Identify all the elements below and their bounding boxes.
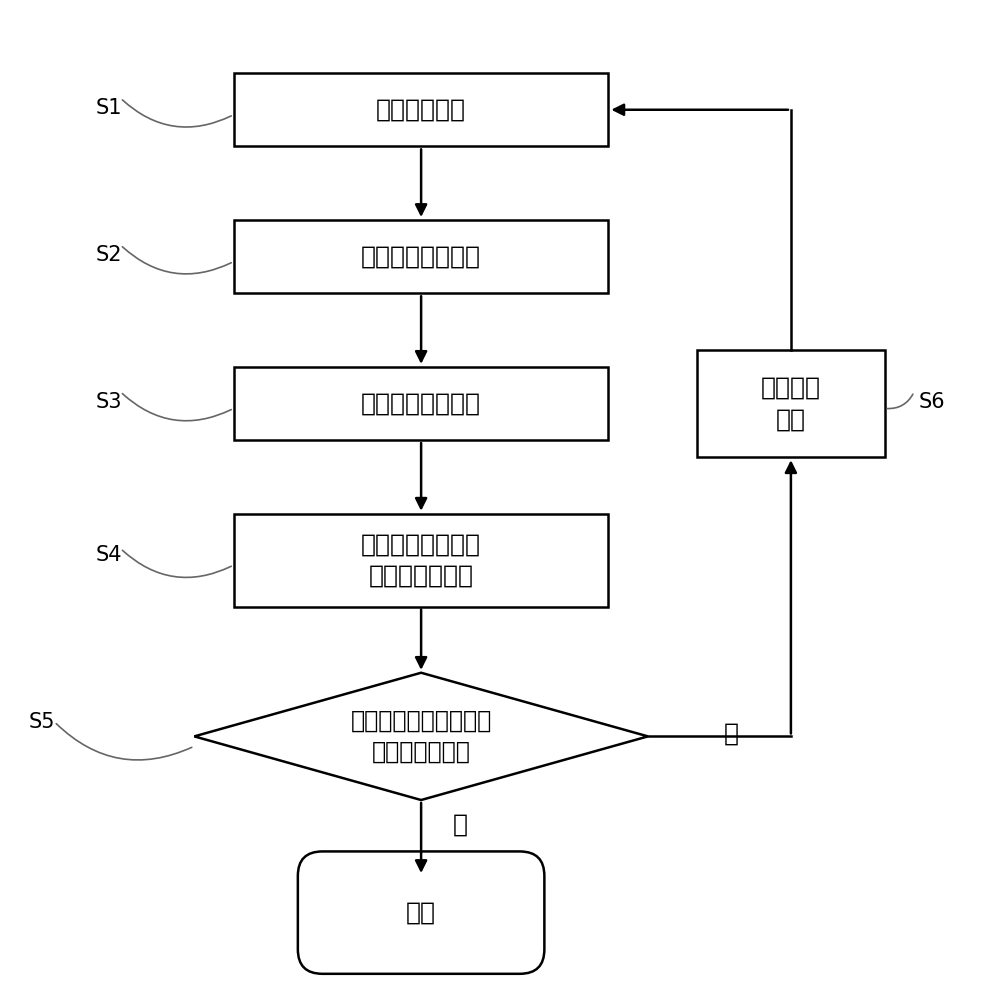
Text: 计算得到自由曲面: 计算得到自由曲面 bbox=[361, 391, 481, 415]
Text: S3: S3 bbox=[96, 391, 122, 411]
Text: 填充曲面形成二次
光学反射镜模型: 填充曲面形成二次 光学反射镜模型 bbox=[361, 532, 481, 588]
Text: S1: S1 bbox=[96, 97, 122, 118]
Text: S6: S6 bbox=[919, 391, 946, 411]
Text: 划分被照射面网格: 划分被照射面网格 bbox=[361, 244, 481, 269]
FancyBboxPatch shape bbox=[234, 513, 608, 607]
Text: 调整网格
参数: 调整网格 参数 bbox=[761, 375, 821, 431]
Text: 结束: 结束 bbox=[406, 901, 436, 924]
Text: S2: S2 bbox=[96, 244, 122, 265]
FancyBboxPatch shape bbox=[234, 366, 608, 440]
FancyBboxPatch shape bbox=[298, 851, 544, 974]
FancyBboxPatch shape bbox=[234, 73, 608, 147]
Text: 划分光源网格: 划分光源网格 bbox=[376, 97, 466, 122]
FancyBboxPatch shape bbox=[234, 219, 608, 293]
Text: S4: S4 bbox=[96, 545, 122, 565]
Polygon shape bbox=[194, 672, 648, 800]
Text: 模型判断被照射面是否
达到均匀度需求: 模型判断被照射面是否 达到均匀度需求 bbox=[350, 709, 492, 765]
Text: 否: 否 bbox=[724, 722, 739, 746]
Text: S5: S5 bbox=[29, 712, 55, 732]
FancyBboxPatch shape bbox=[697, 350, 885, 458]
Text: 是: 是 bbox=[453, 812, 468, 836]
